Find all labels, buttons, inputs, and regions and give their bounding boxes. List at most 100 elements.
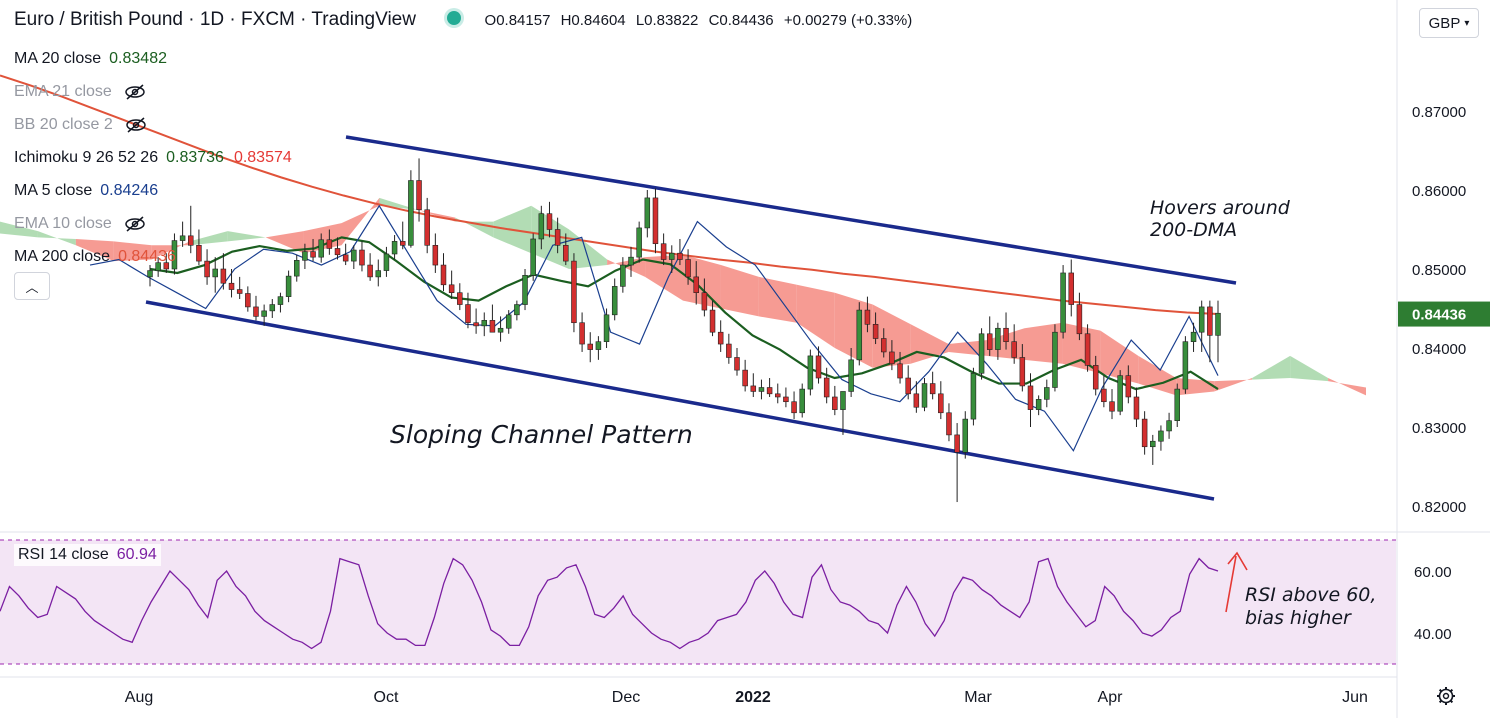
rsi-band — [0, 540, 1396, 664]
candle-body — [611, 286, 618, 316]
ichimoku-cloud-segment — [758, 276, 797, 323]
dma-annotation-line1: Hovers around — [1150, 197, 1290, 219]
ichimoku-cloud-segment — [1138, 355, 1177, 396]
gear-icon[interactable] — [1437, 687, 1455, 705]
candle-body — [864, 309, 871, 325]
candle-body — [416, 180, 422, 211]
rsi-annotation-line2: bias higher — [1245, 607, 1351, 629]
candle-body — [1166, 420, 1172, 432]
market-status-icon[interactable] — [447, 11, 462, 25]
dma-annotation-line2: 200-DMA — [1150, 219, 1238, 241]
candle-body — [1027, 385, 1034, 410]
candle-body — [872, 323, 879, 339]
indicator-row[interactable]: BB 20 close 2 — [14, 108, 918, 141]
indicator-label: Ichimoku 9 26 52 26 — [14, 148, 159, 166]
indicator-row[interactable]: EMA 10 close — [14, 207, 918, 240]
indicator-row[interactable]: MA 5 close 0.84246 — [14, 174, 918, 207]
candle-body — [269, 304, 276, 312]
candle-body — [1207, 306, 1213, 336]
candle-body — [783, 396, 789, 403]
candle-body — [253, 306, 259, 317]
indicator-label: EMA 10 close — [14, 214, 112, 232]
candle-body — [1101, 388, 1107, 403]
candle-body — [318, 239, 324, 258]
rsi-line — [0, 557, 1219, 650]
candle-body — [212, 268, 218, 278]
candle-body — [1158, 430, 1164, 442]
time-tick-label: Apr — [1098, 689, 1124, 706]
ichimoku-cloud-segment — [265, 231, 304, 254]
ma200-line — [0, 74, 1219, 316]
eye-hidden-icon[interactable] — [124, 83, 146, 100]
rsi-annotation-line1: RSI above 60, — [1245, 584, 1377, 606]
indicator-row[interactable]: EMA 21 close — [14, 75, 918, 108]
ichimoku-cloud-segment — [1328, 378, 1366, 396]
indicator-row[interactable]: MA 200 close 0.84436 — [14, 240, 918, 273]
chevron-up-icon: ︿ — [25, 279, 39, 295]
eye-hidden-icon[interactable] — [124, 215, 146, 232]
candle-body — [823, 377, 830, 398]
candle-body — [220, 268, 227, 284]
indicator-label: MA 200 close — [14, 247, 111, 265]
time-tick-label: 2022 — [735, 689, 771, 706]
candle-body — [1109, 401, 1115, 412]
candle-body — [856, 309, 863, 361]
candle-body — [179, 235, 186, 241]
candle-body — [921, 383, 928, 408]
close-value: C0.84436 — [708, 12, 774, 29]
gear-hub — [1442, 692, 1450, 700]
candle-body — [228, 282, 235, 290]
candle-body — [1044, 387, 1050, 400]
collapse-legend-button[interactable]: ︿ — [14, 272, 50, 300]
candle-body — [188, 235, 194, 246]
candle-body — [1182, 341, 1189, 390]
chart-legend: Euro / British Pound · 1D · FXCM · Tradi… — [14, 9, 918, 273]
candle-body — [424, 209, 430, 246]
eye-hidden-icon[interactable] — [125, 116, 147, 133]
candle-body — [554, 229, 561, 246]
ichimoku-cloud-segment — [341, 197, 380, 246]
indicator-row[interactable]: MA 20 close 0.83482 — [14, 42, 918, 75]
candle-body — [815, 355, 822, 379]
candle-body — [840, 391, 846, 410]
candle-body — [750, 385, 757, 392]
candle-body — [530, 238, 536, 276]
candle-body — [905, 377, 911, 395]
rsi-label[interactable]: RSI 14 close — [18, 546, 109, 563]
candle-body — [791, 401, 797, 414]
price-tick-label: 0.86000 — [1412, 183, 1466, 200]
candle-body — [236, 289, 243, 294]
rsi-pane[interactable] — [0, 539, 1396, 665]
candle-body — [717, 331, 724, 345]
candle-body — [563, 245, 569, 262]
candle-body — [652, 197, 659, 245]
price-tick-label: 0.82000 — [1412, 499, 1466, 516]
candle-body — [465, 304, 471, 324]
gear-tooth — [1449, 699, 1454, 704]
candle-body — [677, 252, 683, 260]
candle-body — [1174, 388, 1180, 421]
symbol-title[interactable]: Euro / British Pound · 1D · FXCM · Tradi… — [14, 9, 416, 30]
candle-body — [448, 284, 455, 293]
indicator-value: 0.84246 — [100, 181, 159, 199]
candle-body — [603, 314, 610, 342]
candle-body — [758, 387, 765, 392]
price-tick-label: 0.85000 — [1412, 262, 1466, 279]
indicator-row[interactable]: Ichimoku 9 26 52 26 0.83736 0.83574 — [14, 141, 918, 174]
candle-body — [399, 241, 406, 246]
price-pane[interactable] — [0, 74, 1366, 503]
candle-body — [351, 249, 357, 262]
currency-button[interactable]: GBP ▾ — [1419, 8, 1479, 38]
ichimoku-cloud-segment — [1252, 355, 1291, 380]
ichimoku-cloud-segment — [113, 241, 152, 262]
candle-body — [342, 254, 349, 262]
ichimoku-cloud-segment — [948, 340, 987, 356]
candle-body — [497, 327, 504, 333]
candle-body — [832, 396, 838, 410]
candle-body — [204, 260, 210, 278]
gear-ring — [1438, 688, 1454, 704]
candle-body — [734, 357, 740, 371]
candle-body — [155, 262, 161, 271]
